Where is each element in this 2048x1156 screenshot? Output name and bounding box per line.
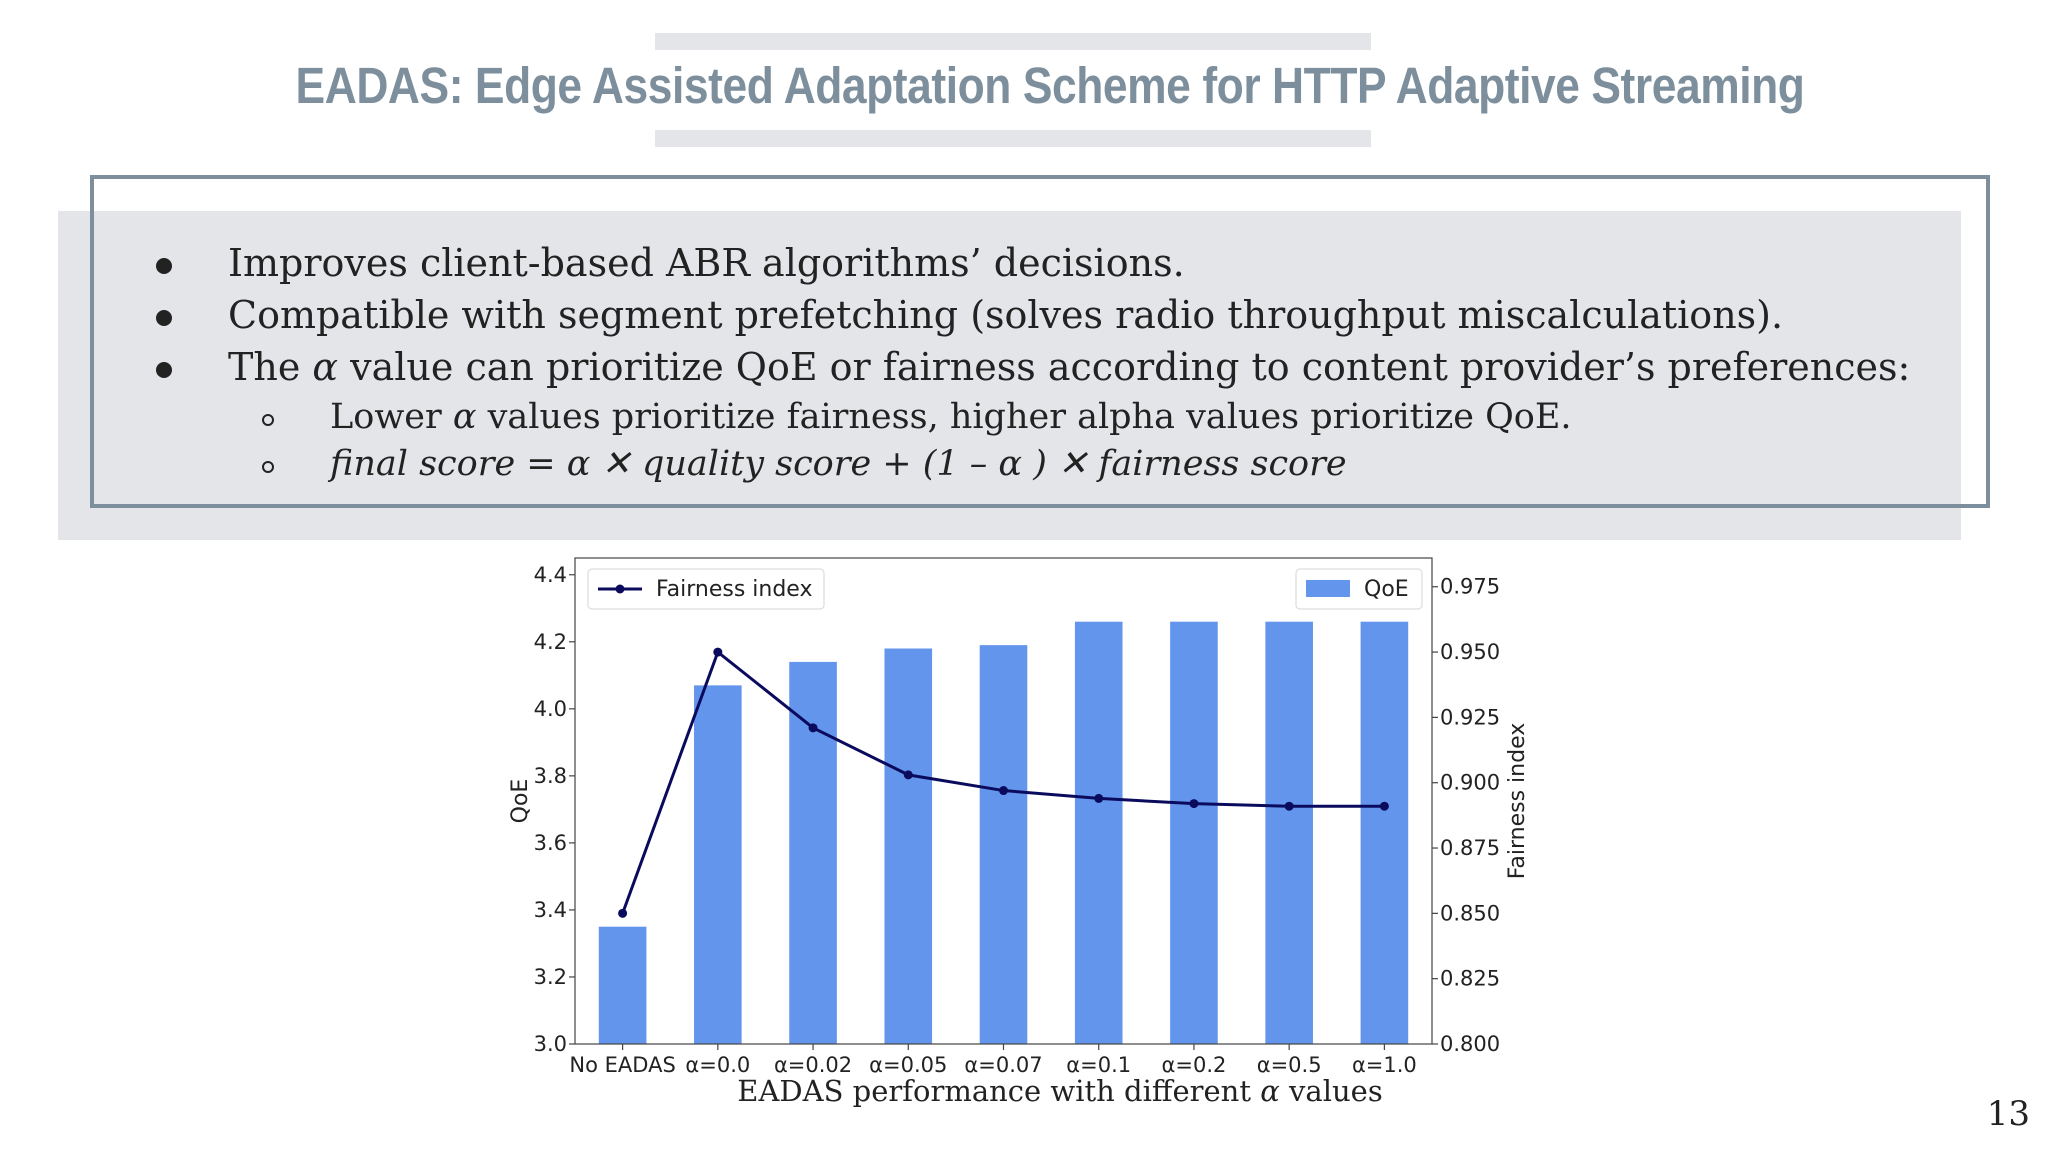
qoe-bar bbox=[884, 648, 933, 1044]
qoe-bar bbox=[789, 661, 837, 1044]
bullet-1: Improves client-based ABR algorithms’ de… bbox=[228, 241, 1185, 285]
alpha-symbol: α bbox=[1260, 1074, 1280, 1108]
alpha-symbol: α bbox=[312, 345, 339, 389]
y2-tick-label: 0.925 bbox=[1440, 705, 1500, 729]
slide-title: EADAS: Edge Assisted Adaptation Scheme f… bbox=[295, 57, 1805, 114]
y2-tick-label: 0.800 bbox=[1440, 1032, 1500, 1056]
bullet-2: Compatible with segment prefetching (sol… bbox=[228, 293, 1784, 337]
bullet-dot-icon bbox=[156, 310, 172, 326]
fairness-point bbox=[808, 723, 818, 733]
y-tick-label: 3.2 bbox=[534, 965, 567, 989]
legend-qoe-swatch bbox=[1306, 580, 1350, 597]
y-tick-label: 4.0 bbox=[534, 697, 567, 721]
y2-axis-label: Fairness index bbox=[1505, 723, 1530, 879]
fairness-point bbox=[1189, 799, 1199, 809]
fairness-point bbox=[1284, 801, 1294, 811]
legend-box-fairness bbox=[587, 568, 825, 610]
x-tick-label: α=0.0 bbox=[685, 1053, 750, 1077]
qoe-bar bbox=[1360, 621, 1409, 1044]
qoe-bar bbox=[979, 645, 1028, 1044]
sub-bullet-circle-icon bbox=[262, 414, 274, 426]
x-tick-label: No EADAS bbox=[569, 1053, 675, 1077]
fairness-point bbox=[999, 786, 1008, 796]
y2-tick-label: 0.850 bbox=[1440, 901, 1500, 925]
y-tick-label: 3.0 bbox=[534, 1032, 567, 1056]
content-panel-shadow bbox=[58, 211, 1961, 540]
caption-text-pre: EADAS performance with different bbox=[737, 1074, 1261, 1108]
bullet-3-text-pre: The bbox=[228, 345, 313, 389]
legend-fairness-label: Fairness index bbox=[656, 577, 812, 602]
x-tick-label: α=0.1 bbox=[1066, 1053, 1131, 1077]
legend-fairness-marker bbox=[615, 584, 625, 594]
y2-tick-label: 0.825 bbox=[1440, 967, 1500, 991]
alpha-symbol: α bbox=[452, 397, 477, 437]
fairness-line-layer bbox=[618, 647, 1389, 918]
x-tick-label: α=0.02 bbox=[774, 1053, 852, 1077]
title-decor-bottom bbox=[655, 130, 1371, 147]
bullet-3-text-post: value can prioritize QoE or fairness acc… bbox=[338, 345, 1911, 389]
y2-tick-label: 0.875 bbox=[1440, 836, 1500, 860]
x-tick-label: α=0.2 bbox=[1162, 1053, 1227, 1077]
x-tick-label: α=0.05 bbox=[869, 1053, 947, 1077]
legend-qoe-label: QoE bbox=[1364, 577, 1409, 602]
qoe-bar bbox=[1265, 621, 1313, 1044]
x-tick-label: α=1.0 bbox=[1352, 1053, 1417, 1077]
title-decor-top bbox=[655, 33, 1371, 50]
y2-tick-label: 0.900 bbox=[1440, 771, 1500, 795]
qoe-bar bbox=[694, 685, 742, 1044]
y-tick-label: 4.4 bbox=[534, 563, 567, 587]
content-panel-border bbox=[90, 175, 1990, 508]
fairness-point bbox=[1094, 793, 1104, 803]
bullet-dot-icon bbox=[156, 258, 172, 274]
score-formula: final score = α ✕ quality score + (1 – α… bbox=[330, 444, 1347, 484]
bullet-3: The α value can prioritize QoE or fairne… bbox=[228, 345, 1910, 389]
fairness-point bbox=[713, 647, 723, 657]
qoe-bar bbox=[1074, 621, 1123, 1044]
axes-layer: 3.0 3.2 3.4 3.6 3.8 4.0 4.2 4.4 0.800 0.825 0.850 0… bbox=[508, 557, 1530, 1077]
y-tick-label: 3.4 bbox=[534, 898, 567, 922]
qoe-bar bbox=[1170, 621, 1218, 1044]
fairness-point bbox=[1379, 801, 1389, 811]
legend-box-qoe bbox=[1295, 568, 1423, 610]
sub-bullet-1: Lower α values prioritize fairness, high… bbox=[330, 397, 1572, 437]
y-tick-label: 3.6 bbox=[534, 831, 567, 855]
sub-bullet-circle-icon bbox=[262, 461, 274, 473]
y-tick-label: 4.2 bbox=[534, 630, 567, 654]
fairness-point bbox=[618, 908, 628, 918]
x-tick-label: α=0.07 bbox=[964, 1053, 1042, 1077]
sub-bullet-1-text-post: values prioritize fairness, higher alpha… bbox=[476, 397, 1572, 437]
y2-tick-label: 0.975 bbox=[1440, 575, 1500, 599]
caption-text-post: values bbox=[1279, 1074, 1383, 1108]
y-axis-label: QoE bbox=[508, 779, 533, 824]
bars-layer bbox=[598, 621, 1409, 1044]
y2-tick-label: 0.950 bbox=[1440, 640, 1500, 664]
y-tick-label: 3.8 bbox=[534, 764, 567, 788]
qoe-bar bbox=[598, 926, 647, 1044]
sub-bullet-1-text-pre: Lower bbox=[330, 397, 453, 437]
fairness-point bbox=[903, 770, 913, 780]
chart-caption: EADAS performance with different α value… bbox=[700, 1074, 1420, 1108]
bullet-dot-icon bbox=[156, 362, 172, 378]
x-tick-label: α=0.5 bbox=[1257, 1053, 1322, 1077]
page-number: 13 bbox=[1986, 1094, 2030, 1134]
legend-layer: Fairness index QoE bbox=[587, 568, 1423, 610]
